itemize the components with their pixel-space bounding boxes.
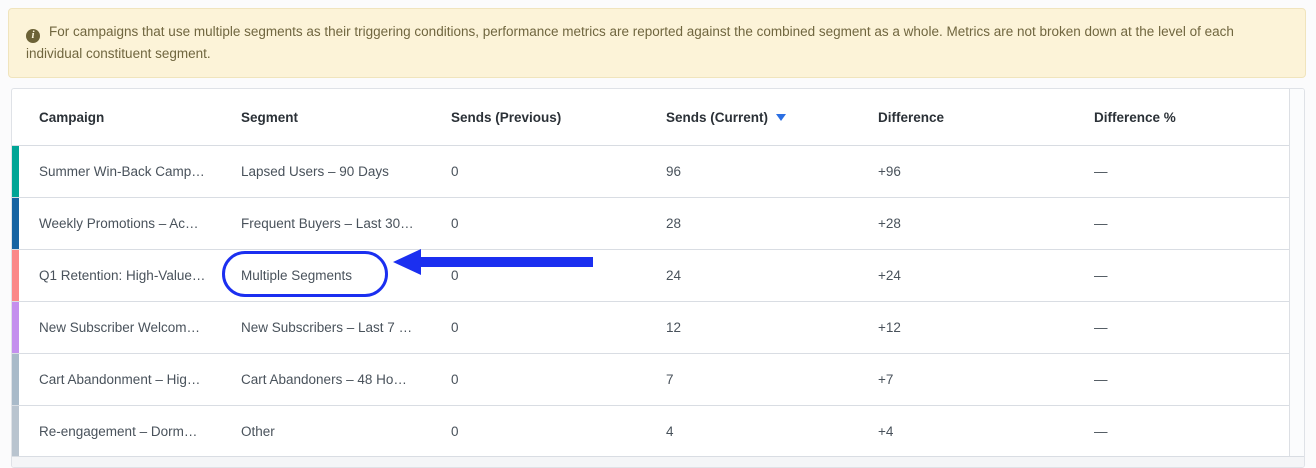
row-accent-bar: [12, 406, 19, 457]
difference-pct-cell: —: [1094, 164, 1108, 179]
difference-cell: +4: [878, 424, 894, 439]
table-footer-strip: [12, 456, 1304, 467]
segment-cell: Cart Abandoners – 48 Ho…: [241, 372, 407, 387]
difference-pct-cell: —: [1094, 268, 1108, 283]
table-row[interactable]: New Subscriber Welcom… New Subscribers –…: [12, 302, 1290, 354]
campaign-cell: Q1 Retention: High-Value…: [39, 268, 206, 283]
sends-previous-cell: 0: [451, 216, 459, 231]
column-header-difference[interactable]: Difference: [878, 109, 945, 125]
sends-current-cell: 7: [666, 372, 674, 387]
segment-cell: Frequent Buyers – Last 30…: [241, 216, 414, 231]
sends-previous-cell: 0: [451, 372, 459, 387]
difference-cell: +24: [878, 268, 901, 283]
difference-cell: +7: [878, 372, 894, 387]
sort-descending-icon[interactable]: [776, 113, 787, 121]
column-header-segment[interactable]: Segment: [241, 109, 299, 125]
difference-cell: +96: [878, 164, 901, 179]
info-banner: i For campaigns that use multiple segment…: [8, 8, 1306, 78]
row-accent-bar: [12, 250, 19, 301]
segment-cell: Other: [241, 424, 275, 439]
table-row[interactable]: Re-engagement – Dorm… Other 0 4 +4 —: [12, 406, 1290, 458]
sends-previous-cell: 0: [451, 320, 459, 335]
column-header-sends-current[interactable]: Sends (Current): [666, 110, 878, 125]
column-header-campaign[interactable]: Campaign: [39, 109, 105, 125]
campaign-cell: Summer Win-Back Camp…: [39, 164, 205, 179]
difference-pct-cell: —: [1094, 216, 1108, 231]
sends-current-cell: 28: [666, 216, 682, 231]
column-header-sends-previous[interactable]: Sends (Previous): [451, 109, 562, 125]
campaign-cell: Cart Abandonment – Hig…: [39, 372, 201, 387]
scrollbar-track[interactable]: [1289, 89, 1304, 458]
segment-cell: Multiple Segments: [241, 268, 353, 283]
campaign-cell: Weekly Promotions – Ac…: [39, 216, 199, 231]
row-accent-bar: [12, 302, 19, 353]
campaign-metrics-table: Campaign Segment Sends (Previous) Sends …: [11, 88, 1305, 468]
row-accent-bar: [12, 146, 19, 197]
info-banner-text: For campaigns that use multiple segments…: [26, 24, 1234, 61]
difference-cell: +28: [878, 216, 901, 231]
segment-cell: Lapsed Users – 90 Days: [241, 164, 389, 179]
campaign-cell: New Subscriber Welcom…: [39, 320, 201, 335]
row-accent-bar: [12, 198, 19, 249]
segment-cell: New Subscribers – Last 7 …: [241, 320, 413, 335]
campaign-cell: Re-engagement – Dorm…: [39, 424, 198, 439]
sends-current-cell: 4: [666, 424, 674, 439]
table-row[interactable]: Weekly Promotions – Ac… Frequent Buyers …: [12, 198, 1290, 250]
table-row[interactable]: Summer Win-Back Camp… Lapsed Users – 90 …: [12, 146, 1290, 198]
sends-previous-cell: 0: [451, 268, 459, 283]
difference-cell: +12: [878, 320, 901, 335]
sends-previous-cell: 0: [451, 164, 459, 179]
table-row[interactable]: Cart Abandonment – Hig… Cart Abandoners …: [12, 354, 1290, 406]
table-header-row: Campaign Segment Sends (Previous) Sends …: [12, 89, 1290, 146]
sends-previous-cell: 0: [451, 424, 459, 439]
sends-current-cell: 12: [666, 320, 682, 335]
sends-current-cell: 96: [666, 164, 682, 179]
difference-pct-cell: —: [1094, 320, 1108, 335]
difference-pct-cell: —: [1094, 372, 1108, 387]
table-row-highlighted[interactable]: Q1 Retention: High-Value… Multiple Segme…: [12, 250, 1290, 302]
difference-pct-cell: —: [1094, 424, 1108, 439]
column-header-difference-pct[interactable]: Difference %: [1094, 109, 1176, 125]
row-accent-bar: [12, 354, 19, 405]
sends-current-cell: 24: [666, 268, 682, 283]
info-icon: i: [26, 28, 40, 43]
